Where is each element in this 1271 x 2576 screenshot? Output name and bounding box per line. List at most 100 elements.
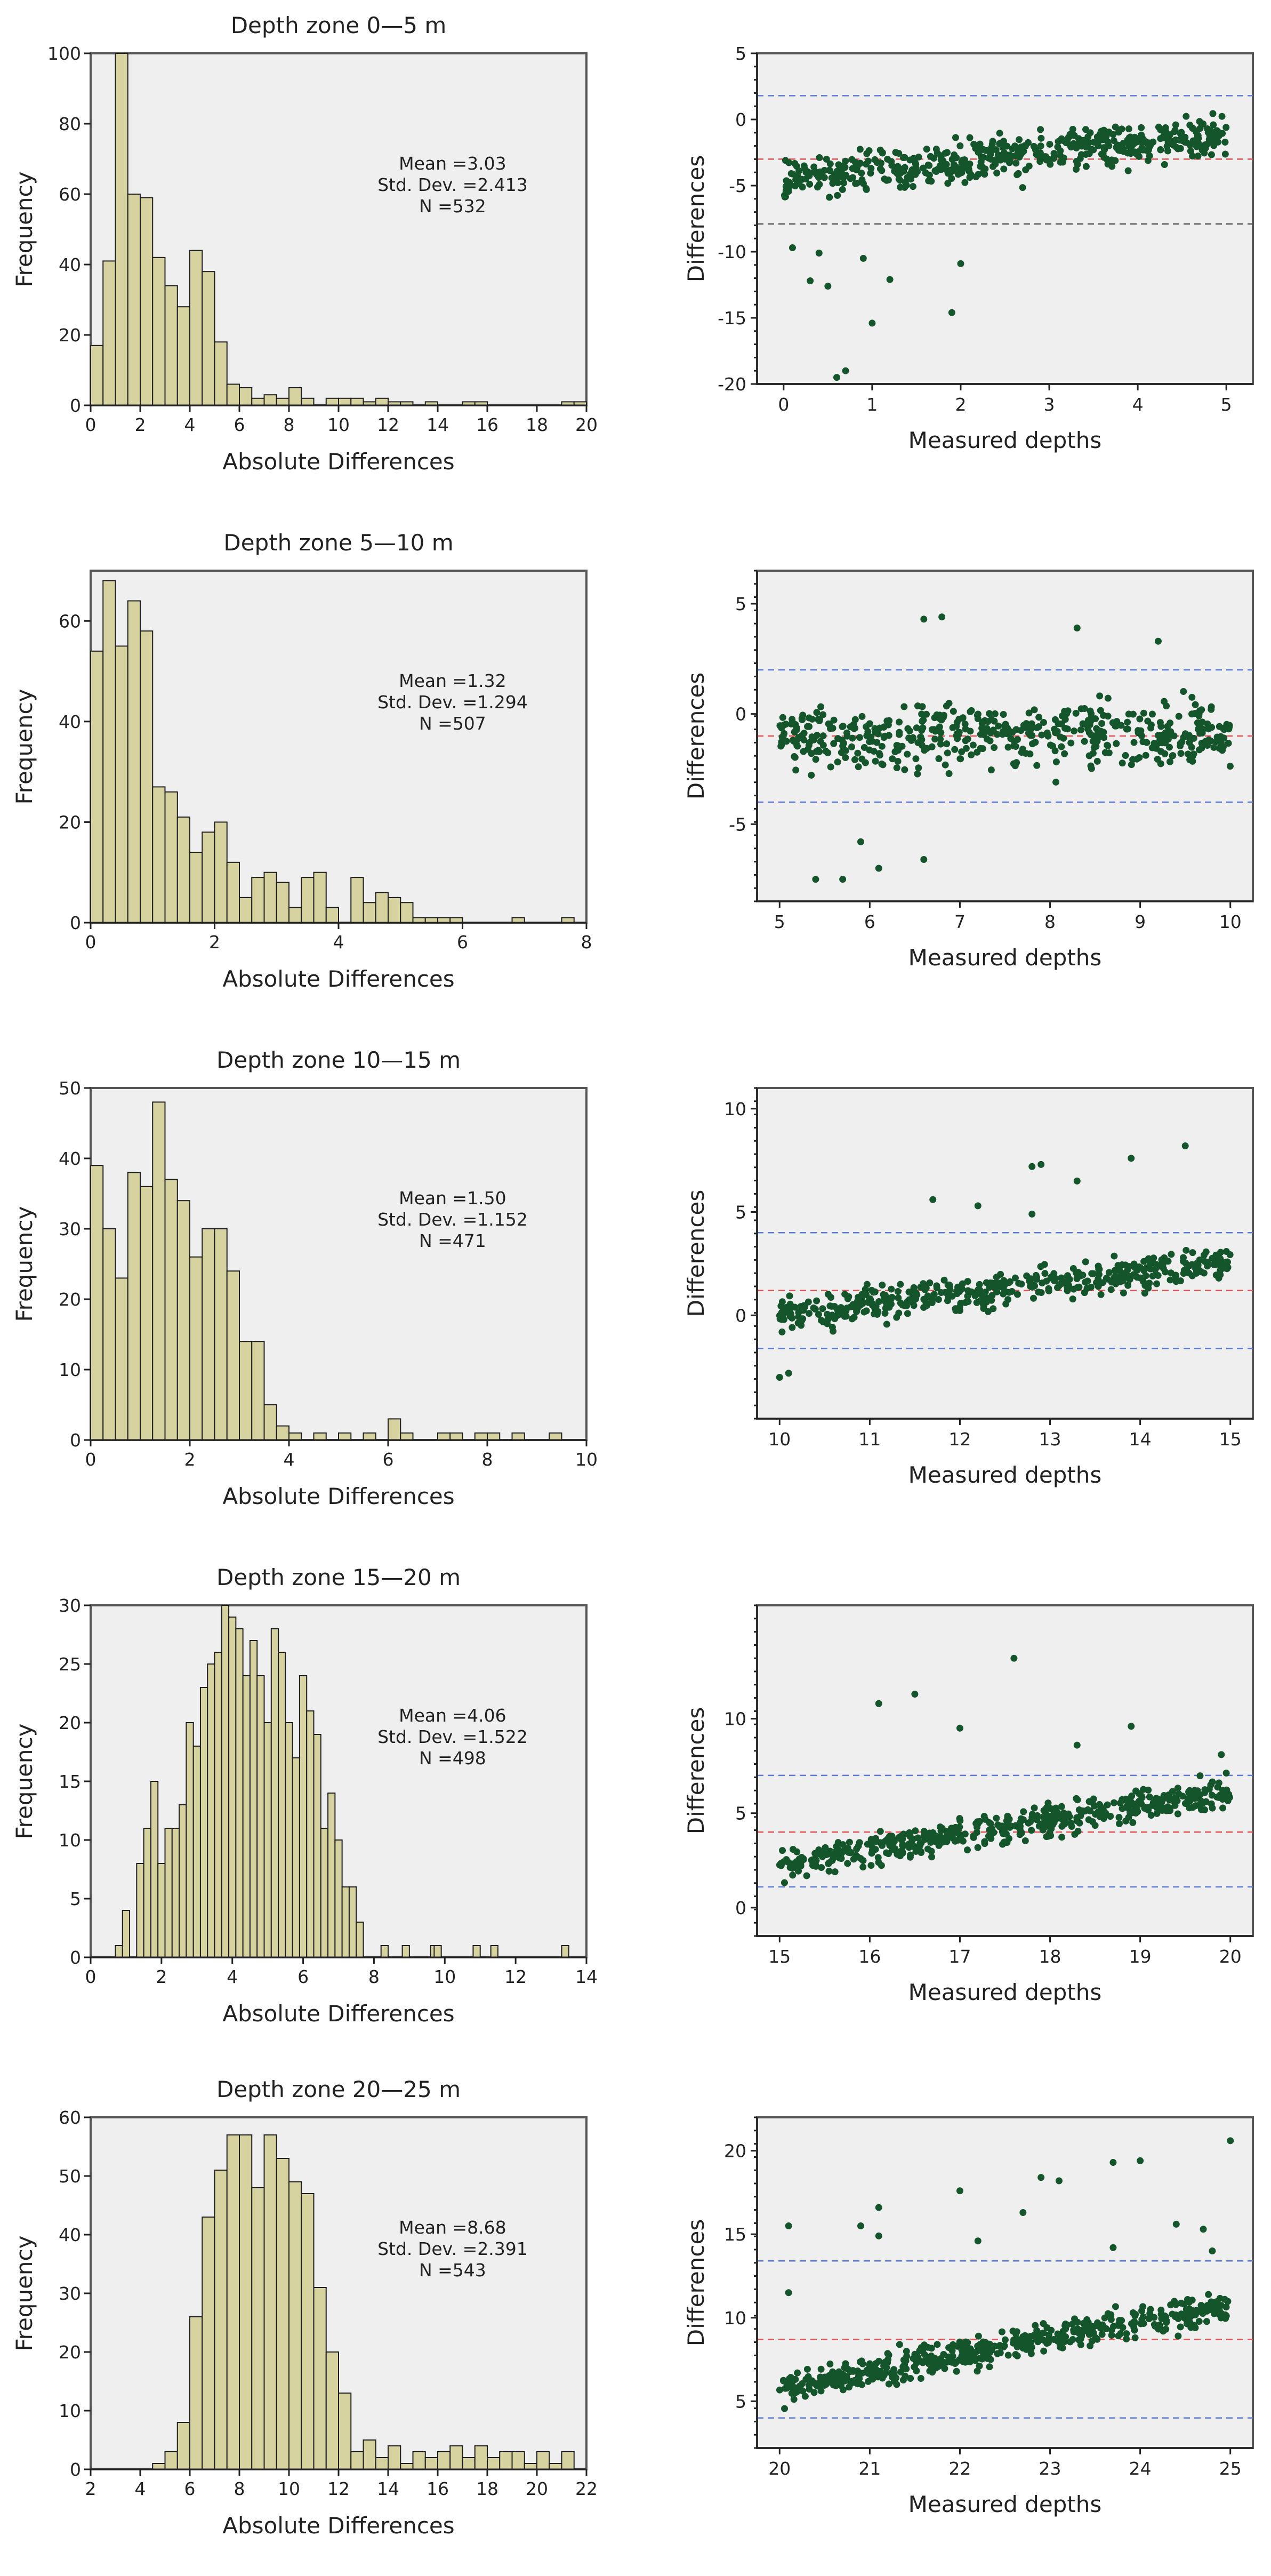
- data-point: [855, 763, 862, 771]
- data-point: [1052, 1814, 1060, 1821]
- stat-mean: Mean =1.32: [399, 670, 506, 691]
- data-point: [964, 1278, 971, 1285]
- y-tick-label: 0: [735, 1898, 746, 1918]
- histogram-bar: [90, 345, 104, 406]
- data-point: [952, 1305, 959, 1313]
- data-point: [1188, 743, 1195, 751]
- data-point: [1033, 762, 1041, 769]
- data-point: [838, 2382, 845, 2389]
- y-tick-label: -10: [718, 242, 746, 262]
- data-point-outlier: [956, 2187, 963, 2195]
- data-point: [1210, 142, 1218, 149]
- data-point: [1044, 2339, 1052, 2346]
- data-point: [1058, 743, 1065, 750]
- data-point: [1105, 1269, 1113, 1276]
- data-point: [837, 1304, 844, 1311]
- histogram-bar: [189, 250, 203, 406]
- x-tick-label: 4: [135, 2478, 146, 2499]
- x-tick-label: 8: [1044, 911, 1056, 932]
- x-tick-label: 14: [377, 2478, 399, 2499]
- data-point: [1140, 1258, 1148, 1265]
- data-point-outlier: [886, 276, 894, 283]
- histogram-bar: [327, 1793, 336, 1958]
- data-point: [1189, 1249, 1196, 1257]
- data-point: [999, 1841, 1006, 1848]
- data-point: [993, 1274, 1000, 1281]
- data-point: [903, 2348, 910, 2355]
- data-point: [1017, 143, 1025, 151]
- histogram-bar: [276, 2158, 289, 2470]
- histogram-bar: [341, 1886, 350, 1958]
- histogram-bar: [189, 852, 203, 923]
- y-tick-label: 20: [59, 325, 81, 346]
- data-point: [983, 725, 991, 732]
- histogram-bar: [122, 1910, 131, 1958]
- data-point: [912, 164, 920, 172]
- data-point: [792, 766, 800, 774]
- histogram-bar: [251, 2187, 265, 2470]
- data-point: [817, 2365, 825, 2373]
- data-point: [999, 731, 1006, 738]
- data-point: [1149, 1273, 1156, 1280]
- histogram-bar: [490, 1945, 498, 1958]
- data-point: [980, 731, 987, 739]
- data-point: [1203, 140, 1211, 148]
- data-point: [878, 1862, 885, 1869]
- data-point: [1226, 723, 1233, 731]
- data-point: [790, 2396, 798, 2403]
- data-point: [778, 1309, 785, 1316]
- data-point: [1013, 736, 1021, 743]
- y-tick-label: 60: [59, 184, 81, 205]
- data-point: [904, 1310, 911, 1317]
- x-tick-label: 4: [333, 932, 344, 953]
- data-point-outlier: [1010, 1654, 1018, 1662]
- data-point: [897, 2368, 904, 2375]
- data-point: [1167, 131, 1174, 139]
- data-point: [880, 2372, 888, 2379]
- data-point: [1037, 142, 1044, 150]
- x-tick-label: 12: [504, 1966, 527, 1987]
- data-point: [1093, 139, 1100, 147]
- x-tick-label: 0: [85, 414, 96, 435]
- data-point: [776, 1861, 783, 1869]
- data-point: [1213, 1793, 1221, 1801]
- histogram-bar: [136, 1863, 144, 1958]
- data-point: [1222, 1769, 1230, 1777]
- data-point: [830, 2378, 837, 2385]
- data-point: [955, 729, 963, 736]
- histogram-bar: [320, 1828, 329, 1958]
- data-point: [859, 1863, 867, 1871]
- histogram-bar: [242, 1675, 251, 1958]
- y-axis-title: Frequency: [11, 689, 37, 805]
- data-point: [920, 164, 927, 172]
- data-point-outlier: [1218, 1751, 1225, 1758]
- data-point: [855, 1842, 862, 1850]
- data-point: [958, 748, 966, 756]
- data-point: [1195, 719, 1203, 727]
- data-point: [1140, 146, 1148, 154]
- data-point: [868, 1286, 875, 1294]
- data-point: [834, 191, 841, 199]
- histogram-bar: [301, 2193, 315, 2470]
- data-point: [896, 729, 903, 736]
- x-tick-label: 3: [1044, 394, 1055, 415]
- data-point: [852, 180, 859, 187]
- y-tick-label: 30: [59, 2283, 81, 2304]
- data-point: [1115, 2332, 1122, 2340]
- y-axis-title: Differences: [683, 155, 709, 282]
- data-point: [1072, 165, 1080, 173]
- histogram-bar: [214, 341, 228, 406]
- x-tick-label: 21: [858, 2458, 881, 2479]
- data-point: [1089, 738, 1097, 745]
- data-point-outlier: [859, 254, 867, 262]
- histogram-bar: [239, 1341, 253, 1441]
- data-point: [986, 710, 993, 717]
- data-point: [818, 1864, 825, 1871]
- y-axis-title: Differences: [683, 2219, 709, 2346]
- data-point: [1060, 1818, 1068, 1825]
- data-point: [900, 167, 907, 175]
- data-point: [951, 746, 959, 753]
- y-tick-label: 5: [735, 1803, 746, 1824]
- data-point: [875, 2357, 883, 2365]
- histogram-bar: [256, 1675, 265, 1958]
